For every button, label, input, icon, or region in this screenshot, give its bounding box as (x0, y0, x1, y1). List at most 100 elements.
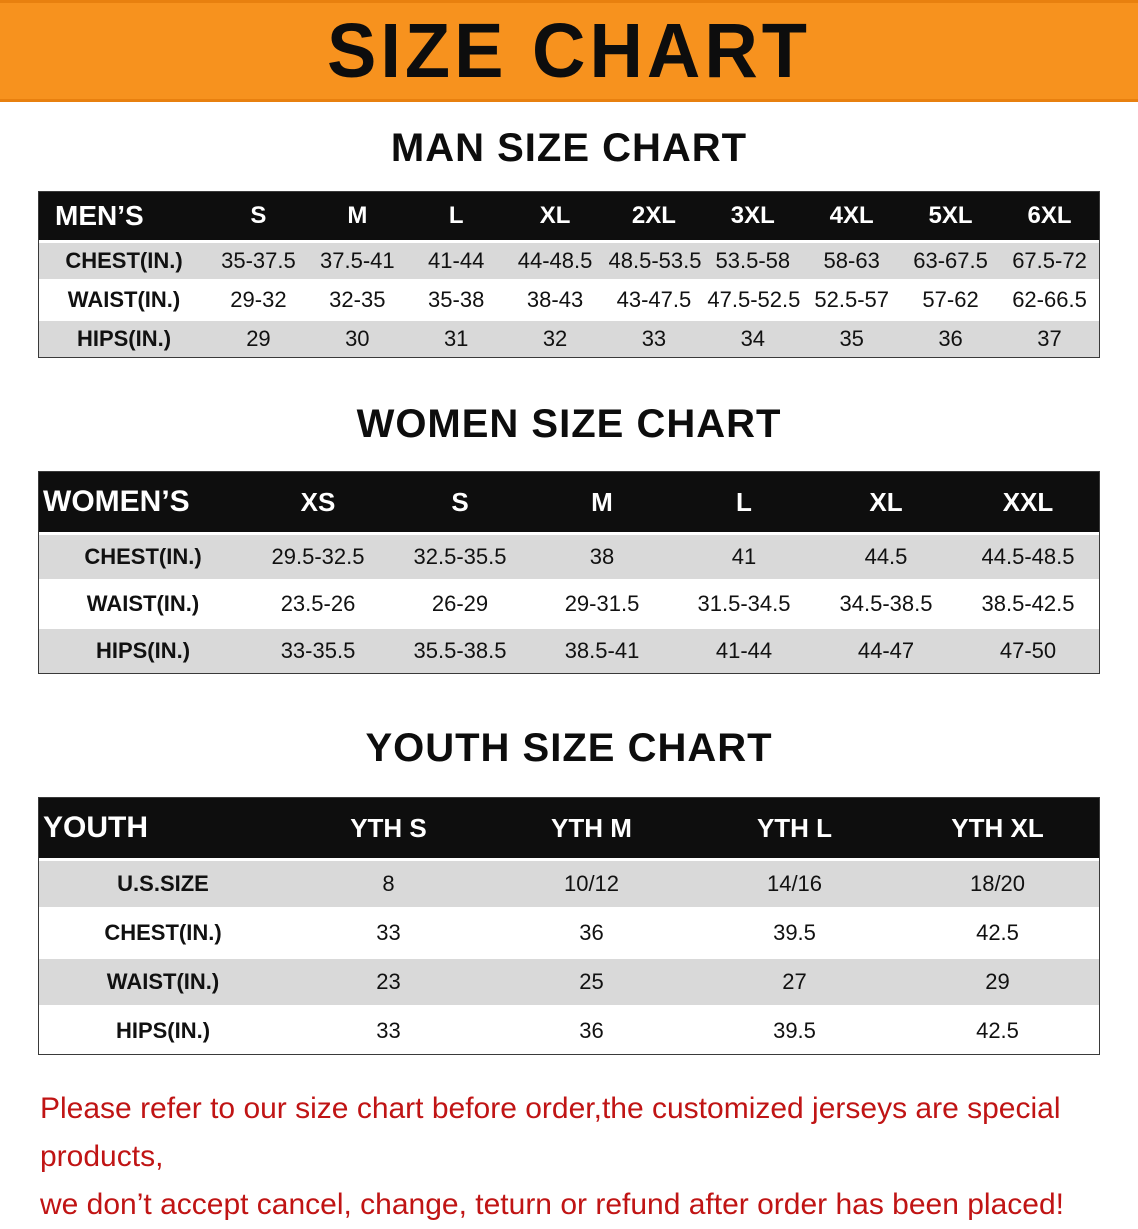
size-header-cell: L (406, 192, 506, 242)
value-cell: 38-43 (505, 279, 605, 320)
size-header-cell: 6XL (1000, 192, 1099, 242)
value-cell: 29-31.5 (531, 579, 673, 628)
value-cell: 35.5-38.5 (389, 626, 531, 673)
men-size-table: MEN’S S M L XL 2XL 3XL 4XL 5XL 6XL CHEST(IN.) 35-37… (39, 192, 1099, 357)
value-cell: 29-32 (209, 279, 308, 320)
table-row: HIPS(IN.) 33 36 39.5 42.5 (39, 1005, 1099, 1054)
table-row: WAIST(IN.) 23.5-26 26-29 29-31.5 31.5-34.5 34… (39, 579, 1099, 628)
table-title-cell: WOMEN’S (39, 472, 247, 534)
row-label-cell: CHEST(IN.) (39, 907, 287, 958)
men-size-table-wrap: MEN’S S M L XL 2XL 3XL 4XL 5XL 6XL CHEST(IN.) 35-37… (38, 191, 1100, 358)
women-size-table-wrap: WOMEN’S XS S M L XL XXL CHEST(IN.) 29.5-32.5 32.5… (38, 471, 1100, 674)
value-cell: 33 (287, 1005, 490, 1054)
table-title-cell: MEN’S (39, 192, 209, 242)
value-cell: 35 (802, 318, 902, 357)
value-cell: 33 (287, 907, 490, 958)
size-header-cell: XL (505, 192, 605, 242)
size-header-cell: M (307, 192, 407, 242)
value-cell: 37 (1000, 318, 1099, 357)
row-label-cell: HIPS(IN.) (39, 318, 209, 357)
order-notice: Please refer to our size chart before or… (40, 1085, 1098, 1229)
row-label-cell: CHEST(IN.) (39, 240, 209, 281)
value-cell: 35-38 (406, 279, 506, 320)
value-cell: 41 (673, 532, 815, 581)
value-cell: 29 (209, 318, 308, 357)
value-cell: 44-47 (815, 626, 957, 673)
table-title-cell: YOUTH (39, 798, 287, 860)
youth-size-table-wrap: YOUTH YTH S YTH M YTH L YTH XL U.S.SIZE 8 10/12… (38, 797, 1100, 1055)
value-cell: 32-35 (307, 279, 407, 320)
value-cell: 32.5-35.5 (389, 532, 531, 581)
size-header-cell: L (673, 472, 815, 534)
size-header-cell: 5XL (901, 192, 1000, 242)
table-row: HIPS(IN.) 29 30 31 32 33 34 35 36 37 (39, 318, 1099, 357)
value-cell: 25 (490, 956, 693, 1007)
table-row: CHEST(IN.) 29.5-32.5 32.5-35.5 38 41 44.5 44.5… (39, 532, 1099, 581)
value-cell: 38.5-42.5 (957, 579, 1099, 628)
value-cell: 53.5-58 (703, 240, 803, 281)
value-cell: 42.5 (896, 907, 1099, 958)
size-header-cell: 3XL (703, 192, 803, 242)
table-row: CHEST(IN.) 33 36 39.5 42.5 (39, 907, 1099, 958)
value-cell: 63-67.5 (901, 240, 1000, 281)
value-cell: 47-50 (957, 626, 1099, 673)
value-cell: 58-63 (802, 240, 902, 281)
value-cell: 31.5-34.5 (673, 579, 815, 628)
size-header-cell: YTH XL (896, 798, 1099, 860)
size-header-cell: XL (815, 472, 957, 534)
table-row: CHEST(IN.) 35-37.5 37.5-41 41-44 44-48.5 48.5… (39, 240, 1099, 281)
notice-line-2: we don’t accept cancel, change, teturn o… (40, 1188, 1064, 1221)
notice-line-1: Please refer to our size chart before or… (40, 1092, 1061, 1173)
value-cell: 14/16 (693, 858, 896, 909)
value-cell: 33 (604, 318, 704, 357)
men-section-heading: MAN SIZE CHART (390, 126, 748, 170)
size-header-cell: S (209, 192, 308, 242)
value-cell: 35-37.5 (209, 240, 308, 281)
value-cell: 36 (490, 907, 693, 958)
value-cell: 29 (896, 956, 1099, 1007)
value-cell: 29.5-32.5 (247, 532, 389, 581)
size-header-cell: YTH S (287, 798, 490, 860)
value-cell: 32 (505, 318, 605, 357)
value-cell: 37.5-41 (307, 240, 407, 281)
value-cell: 38 (531, 532, 673, 581)
value-cell: 52.5-57 (802, 279, 902, 320)
value-cell: 34.5-38.5 (815, 579, 957, 628)
size-header-cell: YTH M (490, 798, 693, 860)
value-cell: 10/12 (490, 858, 693, 909)
value-cell: 34 (703, 318, 803, 357)
value-cell: 8 (287, 858, 490, 909)
row-label-cell: HIPS(IN.) (39, 626, 247, 673)
value-cell: 44.5 (815, 532, 957, 581)
value-cell: 48.5-53.5 (604, 240, 704, 281)
value-cell: 42.5 (896, 1005, 1099, 1054)
value-cell: 57-62 (901, 279, 1000, 320)
value-cell: 23 (287, 956, 490, 1007)
value-cell: 31 (406, 318, 506, 357)
table-header-row: YOUTH YTH S YTH M YTH L YTH XL (39, 798, 1099, 860)
value-cell: 41-44 (406, 240, 506, 281)
table-row: WAIST(IN.) 29-32 32-35 35-38 38-43 43-47.5 47.… (39, 279, 1099, 320)
size-header-cell: XS (247, 472, 389, 534)
value-cell: 62-66.5 (1000, 279, 1099, 320)
size-header-cell: YTH L (693, 798, 896, 860)
youth-size-section: YOUTH SIZE CHART YOUTH YTH S YTH M YTH L YTH… (0, 726, 1138, 1055)
size-header-cell: M (531, 472, 673, 534)
value-cell: 44.5-48.5 (957, 532, 1099, 581)
title-banner: SIZE CHART (0, 0, 1138, 102)
table-row: U.S.SIZE 8 10/12 14/16 18/20 (39, 858, 1099, 909)
women-section-heading: WOMEN SIZE CHART (356, 402, 782, 446)
value-cell: 41-44 (673, 626, 815, 673)
value-cell: 39.5 (693, 1005, 896, 1054)
table-header-row: WOMEN’S XS S M L XL XXL (39, 472, 1099, 534)
table-row: WAIST(IN.) 23 25 27 29 (39, 956, 1099, 1007)
value-cell: 27 (693, 956, 896, 1007)
page-title: SIZE CHART (327, 7, 811, 94)
value-cell: 39.5 (693, 907, 896, 958)
value-cell: 36 (901, 318, 1000, 357)
size-header-cell: XXL (957, 472, 1099, 534)
row-label-cell: U.S.SIZE (39, 858, 287, 909)
value-cell: 43-47.5 (604, 279, 704, 320)
size-header-cell: 2XL (604, 192, 704, 242)
